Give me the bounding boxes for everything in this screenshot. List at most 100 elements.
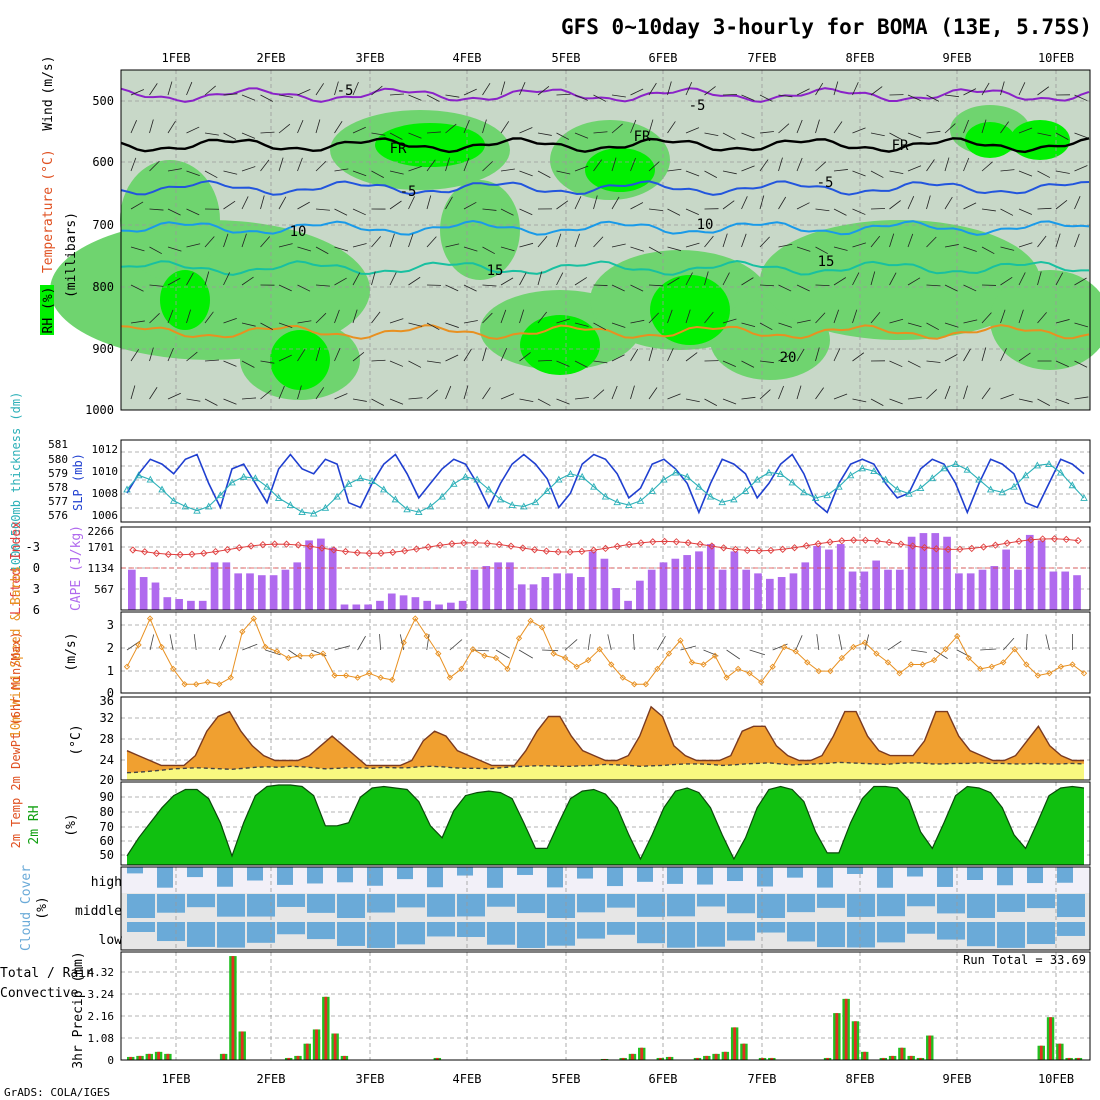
wind-barb xyxy=(852,208,866,215)
lifted-index-tick-2: 0 xyxy=(33,561,40,575)
cape-axis-label: CAPE (J/kg) xyxy=(69,525,84,611)
wind-barb xyxy=(667,309,673,324)
wind-speed-marker xyxy=(942,646,949,653)
cloud-middle-bar xyxy=(307,894,335,913)
wind-barb xyxy=(648,284,664,287)
precip-convective-bar xyxy=(147,1053,151,1060)
wind-barb xyxy=(870,132,885,137)
wind-barb xyxy=(889,170,904,175)
thickness-marker xyxy=(975,475,983,483)
chart-title: GFS 0~10day 3-hourly for BOMA (13E, 5.75… xyxy=(561,15,1092,39)
wind-barb xyxy=(352,170,367,177)
wind-barb xyxy=(223,272,230,286)
thickness-marker xyxy=(496,495,505,503)
wind-barb xyxy=(297,320,312,324)
cape-bar xyxy=(281,569,290,610)
slp-line xyxy=(126,453,1085,515)
surface-wind-barb xyxy=(910,649,927,653)
lifted-index-axis-label: Lifted Index xyxy=(9,521,24,615)
cloud-high-bar xyxy=(937,867,953,887)
wind-barb xyxy=(167,208,181,216)
wind-barb xyxy=(741,322,756,328)
wind-barb xyxy=(241,397,256,400)
cape-bar xyxy=(895,569,904,610)
cloud-low-bar xyxy=(427,922,455,937)
wind-barb xyxy=(815,312,826,324)
wind-barb xyxy=(408,233,414,248)
wind-barb xyxy=(1055,233,1061,248)
thickness-tick-576: 576 xyxy=(48,509,68,522)
wind-barb xyxy=(149,160,160,172)
surface-wind-barb xyxy=(449,639,463,651)
wind-barb xyxy=(704,170,718,178)
wind-barb xyxy=(611,385,618,400)
cloud-low-bar xyxy=(667,922,695,948)
precip-convective-bar xyxy=(603,1058,606,1060)
wind-barb xyxy=(759,389,771,400)
pressure-tick-900: 900 xyxy=(92,342,114,356)
wind-barb xyxy=(297,284,311,292)
wind-speed-marker xyxy=(988,663,995,670)
thickness-line xyxy=(126,463,1085,515)
surface-wind-barb xyxy=(1025,634,1028,651)
wind-barb xyxy=(815,208,830,212)
cloud-level-low: low xyxy=(99,933,123,948)
cloud-low-bar xyxy=(787,922,815,942)
rh-saturated-region-1 xyxy=(375,123,485,167)
wind-barb xyxy=(500,393,515,400)
wind-barb xyxy=(352,243,367,248)
thickness-marker xyxy=(916,484,925,492)
wind-speed-tick-2: 2 xyxy=(107,641,114,655)
cloud-high-bar xyxy=(877,867,893,888)
isotherm-10 xyxy=(120,219,1090,236)
wind-barb xyxy=(759,322,773,331)
wind-barb xyxy=(482,387,491,400)
wind-barb xyxy=(667,121,676,134)
wind-barb xyxy=(500,277,514,286)
bottom-date-label-10: 10FEB xyxy=(1038,1072,1074,1086)
cloud-middle-bar xyxy=(727,894,755,914)
wind-barb xyxy=(352,309,358,324)
cape-bar xyxy=(447,602,455,610)
wind-barb xyxy=(482,246,495,255)
cape-bar xyxy=(328,547,337,610)
wind-barb xyxy=(667,168,682,172)
wind-barb xyxy=(315,312,327,324)
wind-speed-marker xyxy=(734,665,742,673)
cape-bar xyxy=(836,544,845,610)
wind-barb xyxy=(611,243,626,248)
rh-humid-region-11 xyxy=(120,160,220,280)
wind-speed-marker xyxy=(492,654,500,662)
wind-barb xyxy=(1055,200,1068,210)
wind-barb xyxy=(796,284,810,292)
cape-bar xyxy=(777,577,786,610)
wind-barb xyxy=(463,284,477,292)
precip-convective-bar xyxy=(928,1035,932,1060)
wind-barb xyxy=(889,318,904,324)
wind-barb xyxy=(796,157,803,172)
cloud-middle-bar xyxy=(877,894,905,917)
cloud-low-bar xyxy=(547,922,575,946)
bottom-date-label-8: 8FEB xyxy=(846,1072,875,1086)
wind-barb xyxy=(223,233,229,248)
slp-tick-1012: 1012 xyxy=(92,443,119,456)
wind-barb xyxy=(241,360,255,368)
thickness-marker xyxy=(753,475,761,483)
top-date-label-2: 2FEB xyxy=(257,51,286,65)
precip-convective-bar xyxy=(770,1057,774,1060)
wind-barb xyxy=(741,277,754,286)
slp-tick-1010: 1010 xyxy=(92,465,119,478)
cape-bar xyxy=(352,604,361,610)
wind-barb xyxy=(685,242,700,248)
wind-barb xyxy=(167,168,182,172)
cloud-middle-bar xyxy=(247,894,275,917)
wind-barb xyxy=(611,123,623,134)
wind-barb xyxy=(167,81,173,96)
top-date-label-1: 1FEB xyxy=(162,51,191,65)
cloud-middle-bar xyxy=(427,894,455,917)
wind-barb xyxy=(852,82,859,96)
cape-bar xyxy=(269,575,278,610)
wind-barb xyxy=(1037,207,1052,210)
contour-label-6: -5 xyxy=(400,184,417,200)
cape-frame xyxy=(120,526,1091,611)
